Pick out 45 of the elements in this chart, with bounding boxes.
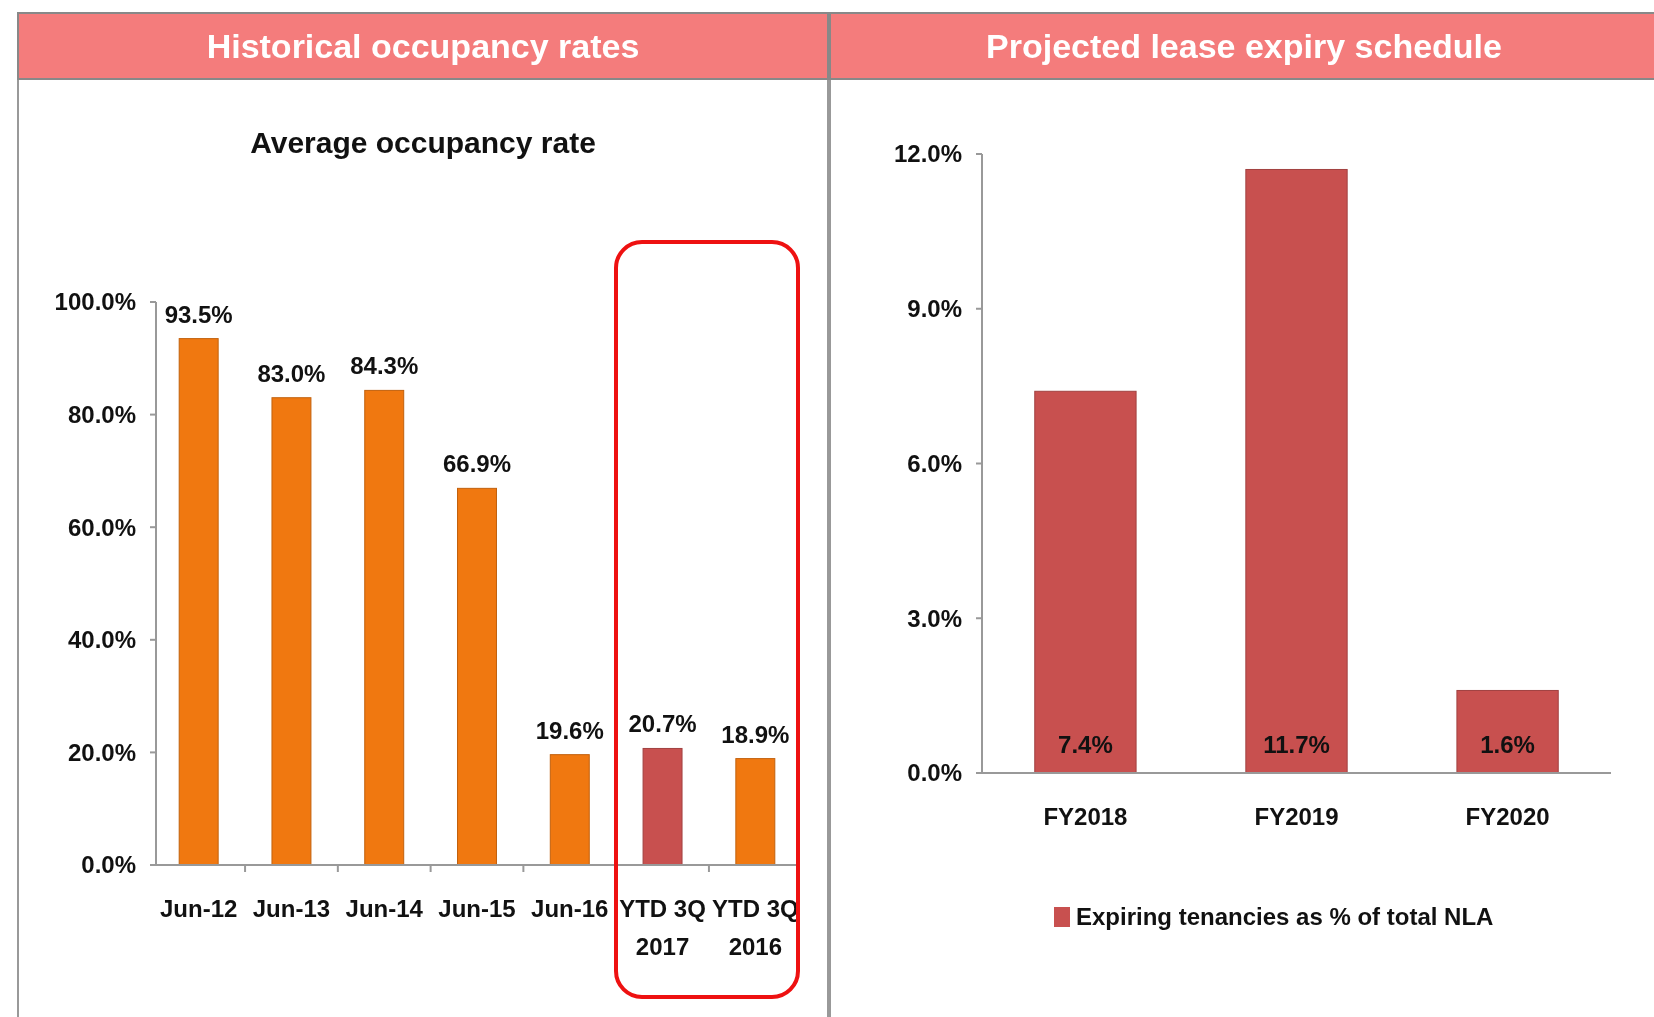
x-tick-label: Jun-16 — [531, 895, 609, 922]
bar — [178, 338, 219, 866]
bar — [642, 747, 683, 866]
chart-title: Projected lease expiry schedule — [986, 27, 1502, 65]
x-tick-label: YTD 3Q 2016 — [711, 895, 799, 960]
x-tick-label: Jun-15 — [438, 895, 516, 922]
x-tick-label: FY2018 — [1043, 803, 1128, 830]
data-label: 19.6% — [535, 716, 604, 744]
y-tick-label: 9.0% — [907, 295, 962, 323]
bar — [457, 487, 497, 866]
bar — [364, 389, 405, 866]
y-tick-label: 0.0% — [907, 759, 962, 787]
x-tick-label: Jun-14 — [345, 895, 424, 922]
bar — [1245, 168, 1348, 774]
y-tick-label: 60.0% — [67, 513, 136, 541]
data-label: 18.9% — [721, 720, 790, 748]
data-label: 7.4% — [1058, 731, 1113, 758]
x-tick-label: Jun-13 — [252, 895, 331, 922]
chart-title: Historical occupancy rates — [206, 27, 640, 65]
y-tick-label: 20.0% — [67, 738, 136, 766]
data-label: 66.9% — [442, 450, 512, 478]
y-tick-label: 3.0% — [907, 604, 962, 632]
bar — [1456, 689, 1559, 774]
y-tick-label: 6.0% — [907, 449, 962, 477]
bar — [1034, 390, 1137, 774]
x-tick-label: Jun-12 — [160, 895, 238, 922]
data-label: 84.3% — [350, 352, 419, 380]
bar — [735, 758, 776, 866]
y-tick-label: 40.0% — [67, 626, 136, 654]
data-label: 1.6% — [1480, 731, 1535, 758]
y-tick-label: 80.0% — [67, 401, 136, 428]
bar — [271, 397, 312, 866]
data-label: 11.7% — [1263, 731, 1330, 758]
y-tick-label: 0.0% — [81, 851, 136, 879]
x-tick-label: YTD 3Q 2017 — [619, 895, 706, 960]
x-tick-label: FY2019 — [1254, 803, 1339, 830]
chart-subtitle: Average occupancy rate — [250, 126, 596, 159]
y-tick-label: 12.0% — [893, 140, 962, 168]
bar — [549, 754, 590, 866]
x-tick-label: FY2020 — [1465, 803, 1550, 830]
data-label: 83.0% — [257, 359, 326, 387]
data-label: 93.5% — [164, 300, 233, 328]
legend-label: Expiring tenancies as % of total NLA — [1076, 903, 1494, 930]
y-tick-label: 100.0% — [54, 288, 136, 316]
data-label: 20.7% — [628, 710, 697, 738]
